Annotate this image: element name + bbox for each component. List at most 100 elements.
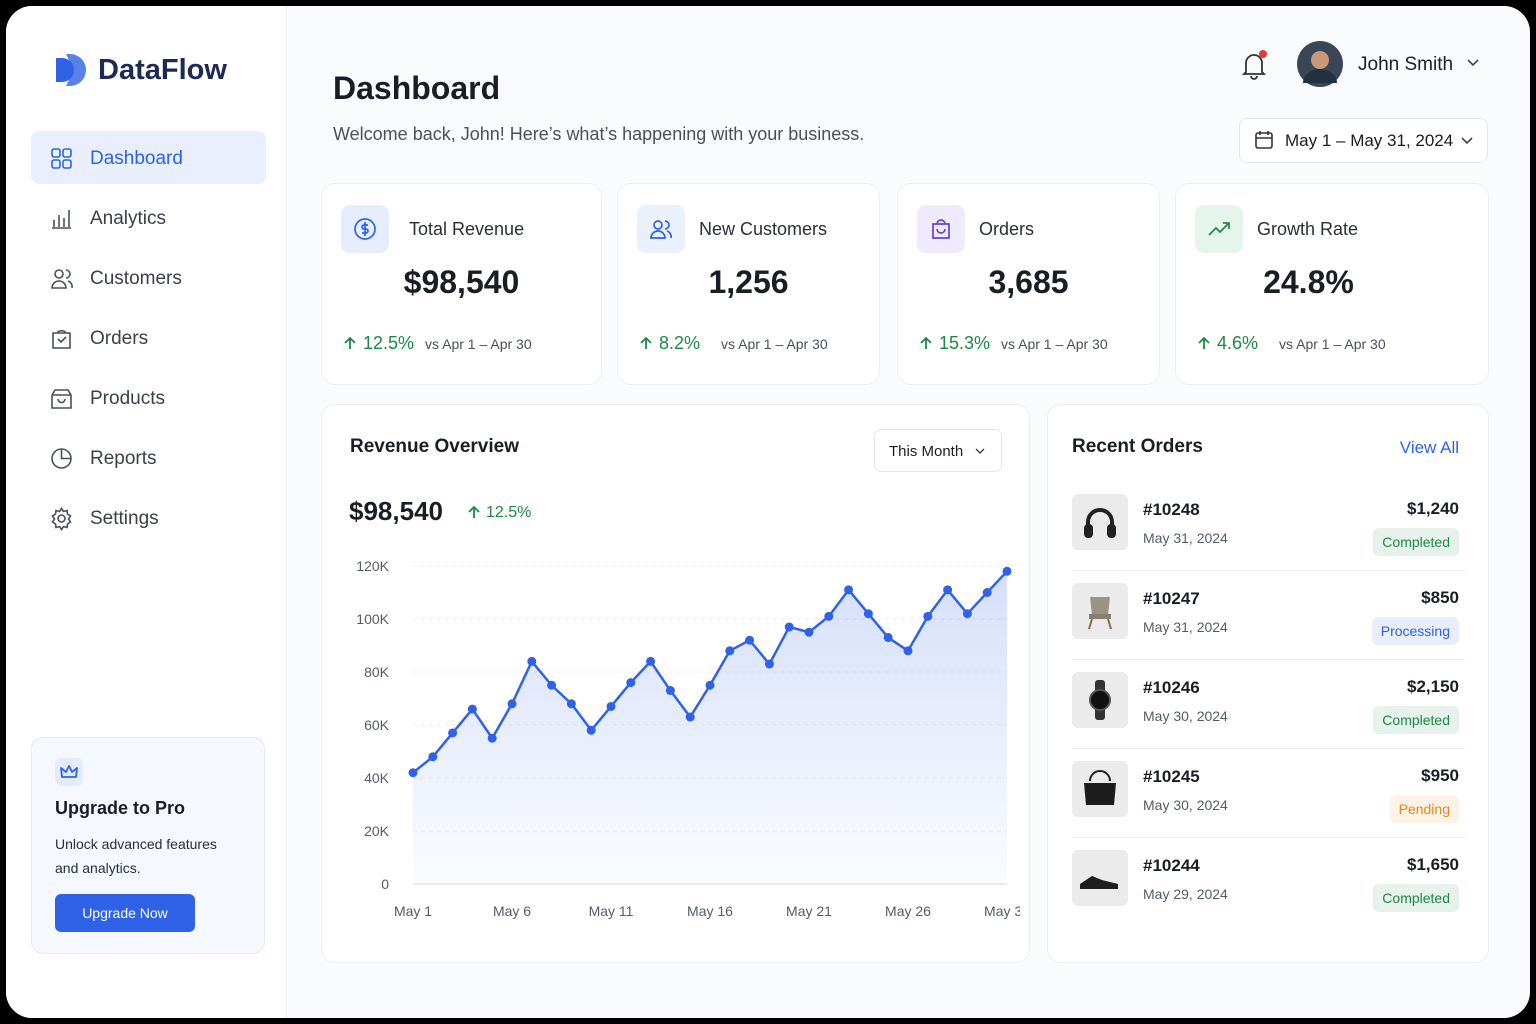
- kpi-compare: vs Apr 1 – Apr 30: [425, 336, 532, 352]
- kpi-value: $98,540: [403, 264, 520, 300]
- product-thumb-svg: [1072, 583, 1128, 639]
- data-point: [982, 588, 992, 597]
- order-id[interactable]: #10246: [1143, 678, 1200, 697]
- data-point: [962, 609, 972, 619]
- data-point: [566, 699, 576, 709]
- nav-item[interactable]: Dashboard: [90, 148, 183, 169]
- nav-item[interactable]: Analytics: [90, 208, 167, 229]
- product-thumb: [1072, 583, 1128, 644]
- x-tick-label: May 26: [885, 903, 931, 919]
- nav-icon-svg: [51, 269, 73, 289]
- nav-item[interactable]: Settings: [90, 508, 159, 529]
- x-tick-label: May 31: [984, 903, 1020, 919]
- up-arrow: [468, 505, 480, 518]
- kpi-value: 3,685: [988, 264, 1069, 300]
- data-point: [863, 609, 873, 619]
- data-point: [408, 768, 418, 778]
- data-point: [527, 656, 537, 666]
- data-point: [824, 611, 834, 621]
- order-id[interactable]: #10245: [1143, 767, 1200, 786]
- data-point: [745, 635, 755, 645]
- date-picker[interactable]: [1239, 118, 1488, 163]
- view-all-link[interactable]: View All: [1399, 438, 1459, 457]
- kpi-icon: [637, 205, 685, 258]
- data-point: [943, 585, 953, 595]
- up-arrow: [1197, 335, 1211, 356]
- product-thumb: [1072, 494, 1128, 555]
- period-label[interactable]: This Month: [889, 443, 964, 460]
- nav-item[interactable]: Products: [90, 388, 165, 409]
- kpi-icon-svg: [341, 205, 389, 253]
- up-arrow-svg: [920, 336, 932, 349]
- kpi-label: Total Revenue: [409, 219, 525, 239]
- data-point: [646, 656, 656, 666]
- user-name[interactable]: John Smith: [1358, 54, 1454, 75]
- order-id[interactable]: #10248: [1143, 500, 1200, 519]
- orders-title: Recent Orders: [1072, 436, 1203, 457]
- notification-bell[interactable]: [1238, 48, 1270, 82]
- data-point: [487, 733, 497, 743]
- order-amount: $1,240: [1407, 499, 1459, 518]
- order-id[interactable]: #10247: [1143, 589, 1200, 608]
- divider: [1072, 837, 1465, 838]
- product-thumb: [1072, 672, 1128, 733]
- chevron: [975, 448, 985, 454]
- up-arrow-svg: [1198, 336, 1210, 349]
- nav-icon-svg: [52, 210, 71, 229]
- kpi-icon-svg: [1195, 205, 1243, 253]
- chart-total: $98,540: [349, 496, 443, 526]
- x-tick-label: May 16: [687, 903, 733, 919]
- y-tick-label: 100K: [356, 611, 389, 627]
- divider: [1072, 748, 1465, 749]
- nav-icon: [50, 207, 74, 236]
- y-tick-label: 0: [381, 876, 389, 892]
- nav-icon-svg: [51, 448, 72, 469]
- kpi-label: Orders: [979, 219, 1035, 239]
- kpi-label: Growth Rate: [1257, 219, 1359, 239]
- data-point: [844, 585, 854, 595]
- up-arrow-svg: [640, 336, 652, 349]
- y-tick-label: 40K: [364, 770, 390, 786]
- nav-icon-svg: [51, 507, 72, 531]
- data-point: [547, 680, 557, 690]
- order-amount: $2,150: [1407, 677, 1459, 696]
- order-date: May 30, 2024: [1143, 797, 1228, 813]
- upgrade-text: Unlock advanced features and analytics.: [55, 836, 217, 876]
- up-arrow: [343, 335, 357, 356]
- nav-icon: [50, 327, 74, 356]
- kpi-change: 4.6%: [1217, 333, 1259, 353]
- kpi-icon: [917, 205, 965, 258]
- product-thumb-svg: [1072, 672, 1128, 728]
- nav-icon: [50, 147, 74, 176]
- y-tick-label: 60K: [364, 717, 390, 733]
- order-amount: $850: [1421, 588, 1459, 607]
- user-avatar[interactable]: [1297, 41, 1343, 87]
- chevron: [1461, 137, 1473, 145]
- kpi-icon-svg: [637, 205, 685, 253]
- data-point: [507, 699, 517, 709]
- nav-item[interactable]: Orders: [90, 328, 149, 349]
- nav-icon: [50, 447, 74, 476]
- kpi-label: New Customers: [699, 219, 828, 239]
- app-window: DataFlow Upgrade to Pro Unlock advanced …: [6, 6, 1530, 1018]
- nav-item[interactable]: Reports: [90, 448, 157, 469]
- x-tick-label: May 11: [589, 903, 634, 919]
- page-subtitle: Welcome back, John! Here’s what’s happen…: [333, 124, 865, 144]
- period-select[interactable]: [874, 429, 1002, 472]
- upgrade-button[interactable]: Upgrade Now: [55, 894, 195, 932]
- y-tick-label: 20K: [364, 823, 390, 839]
- data-point: [606, 701, 616, 711]
- divider: [1072, 570, 1465, 571]
- nav-item[interactable]: Customers: [90, 268, 182, 289]
- data-point: [685, 712, 695, 722]
- order-status: Pending: [1389, 795, 1459, 823]
- data-point: [804, 627, 814, 637]
- order-id[interactable]: #10244: [1143, 856, 1200, 875]
- brand-name: DataFlow: [98, 54, 227, 86]
- order-date: May 29, 2024: [1143, 886, 1228, 902]
- chevron: [1467, 59, 1479, 67]
- order-date: May 31, 2024: [1143, 619, 1228, 635]
- data-point: [467, 704, 477, 714]
- up-arrow: [639, 335, 653, 356]
- date-range[interactable]: May 1 – May 31, 2024: [1285, 131, 1454, 150]
